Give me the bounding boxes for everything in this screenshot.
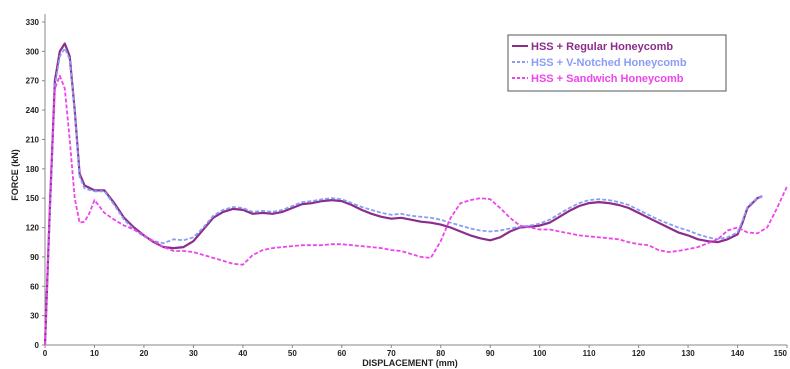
y-tick-label: 330	[26, 18, 40, 27]
y-tick-label: 270	[26, 77, 40, 86]
x-tick-label: 30	[189, 349, 198, 358]
y-tick-label: 60	[30, 282, 39, 291]
x-tick-label: 50	[288, 349, 297, 358]
x-tick-label: 40	[238, 349, 247, 358]
series-group	[43, 42, 788, 346]
y-tick-label: 0	[35, 341, 40, 350]
legend-label-vnotched: HSS + V-Notched Honeycomb	[531, 57, 687, 69]
x-tick-label: 120	[632, 349, 646, 358]
x-tick-label: 80	[436, 349, 445, 358]
legend-label-regular: HSS + Regular Honeycomb	[531, 41, 673, 53]
y-tick-label: 180	[26, 165, 40, 174]
y-axis-title: FORCE (kN)	[10, 149, 20, 201]
x-tick-label: 10	[90, 349, 99, 358]
y-axis-ticks: 0 30 60 90 120 150 180 210 240 270 300 330	[26, 18, 45, 350]
y-tick-label: 210	[26, 135, 40, 144]
x-tick-label: 90	[486, 349, 495, 358]
x-tick-label: 140	[731, 349, 745, 358]
x-tick-label: 110	[583, 349, 596, 358]
series-line-3	[44, 74, 788, 346]
x-tick-label: 60	[337, 349, 346, 358]
x-tick-label: 20	[139, 349, 148, 358]
y-tick-label: 240	[26, 106, 40, 115]
x-tick-label: 0	[43, 349, 48, 358]
series-line-1	[43, 42, 763, 346]
x-tick-label: 100	[533, 349, 547, 358]
x-axis-ticks: 0 10 20 30 40 50 60 70 80 90 100 110 120 130 140 150	[43, 345, 788, 358]
y-tick-label: 120	[26, 224, 40, 233]
x-axis-title: DISPLACEMENT (mm)	[362, 358, 458, 368]
y-tick-label: 150	[26, 194, 40, 203]
x-tick-label: 150	[774, 349, 788, 358]
y-tick-label: 300	[26, 47, 40, 56]
y-tick-label: 90	[30, 253, 39, 262]
x-tick-label: 130	[681, 349, 695, 358]
legend: HSS + Regular Honeycomb HSS + V-Notched …	[507, 34, 727, 92]
legend-label-sandwich: HSS + Sandwich Honeycomb	[531, 73, 684, 85]
y-tick-label: 30	[30, 312, 39, 321]
x-tick-label: 70	[387, 349, 396, 358]
legend-box	[507, 34, 727, 92]
